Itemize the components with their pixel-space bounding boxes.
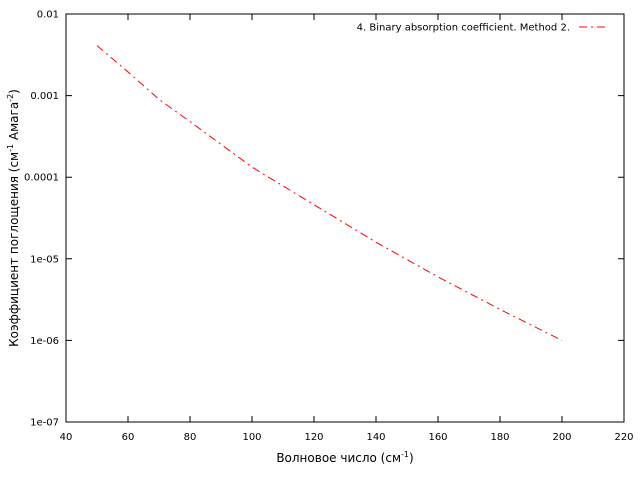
x-tick-label: 220 bbox=[614, 432, 633, 443]
y-tick-label: 1e-05 bbox=[30, 254, 59, 265]
x-tick-label: 160 bbox=[428, 432, 447, 443]
y-label-mid: Амага bbox=[7, 102, 21, 144]
x-tick-label: 120 bbox=[304, 432, 323, 443]
x-tick-label: 200 bbox=[552, 432, 571, 443]
x-axis-label: Волновое число (см-1) bbox=[276, 450, 413, 465]
y-axis-label: Коэффициент поглощения (см-1 Амага-2) bbox=[6, 89, 21, 347]
y-label-sup: -1 bbox=[6, 144, 15, 152]
x-label-end: ) bbox=[409, 451, 414, 465]
x-label-text: Волновое число (см bbox=[276, 451, 401, 465]
x-tick-label: 100 bbox=[242, 432, 261, 443]
y-label-text: Коэффициент поглощения (см bbox=[7, 152, 21, 347]
legend-label: 4. Binary absorption coefficient. Method… bbox=[357, 23, 570, 34]
y-tick-label: 0.01 bbox=[37, 10, 59, 21]
y-tick-label: 1e-06 bbox=[30, 336, 59, 347]
x-label-sup: -1 bbox=[401, 450, 409, 459]
x-tick-label: 140 bbox=[366, 432, 385, 443]
y-label-end: ) bbox=[7, 89, 21, 94]
y-label-sup: -2 bbox=[6, 94, 15, 102]
x-tick-label: 80 bbox=[184, 432, 197, 443]
y-tick-label: 0.0001 bbox=[24, 173, 59, 184]
x-tick-label: 180 bbox=[490, 432, 509, 443]
y-tick-label: 1e-07 bbox=[30, 418, 59, 429]
data-line bbox=[96, 45, 563, 341]
x-tick-label: 40 bbox=[60, 432, 73, 443]
x-tick-label: 60 bbox=[122, 432, 135, 443]
y-tick-label: 0.001 bbox=[30, 91, 59, 102]
plot-border bbox=[65, 13, 625, 423]
